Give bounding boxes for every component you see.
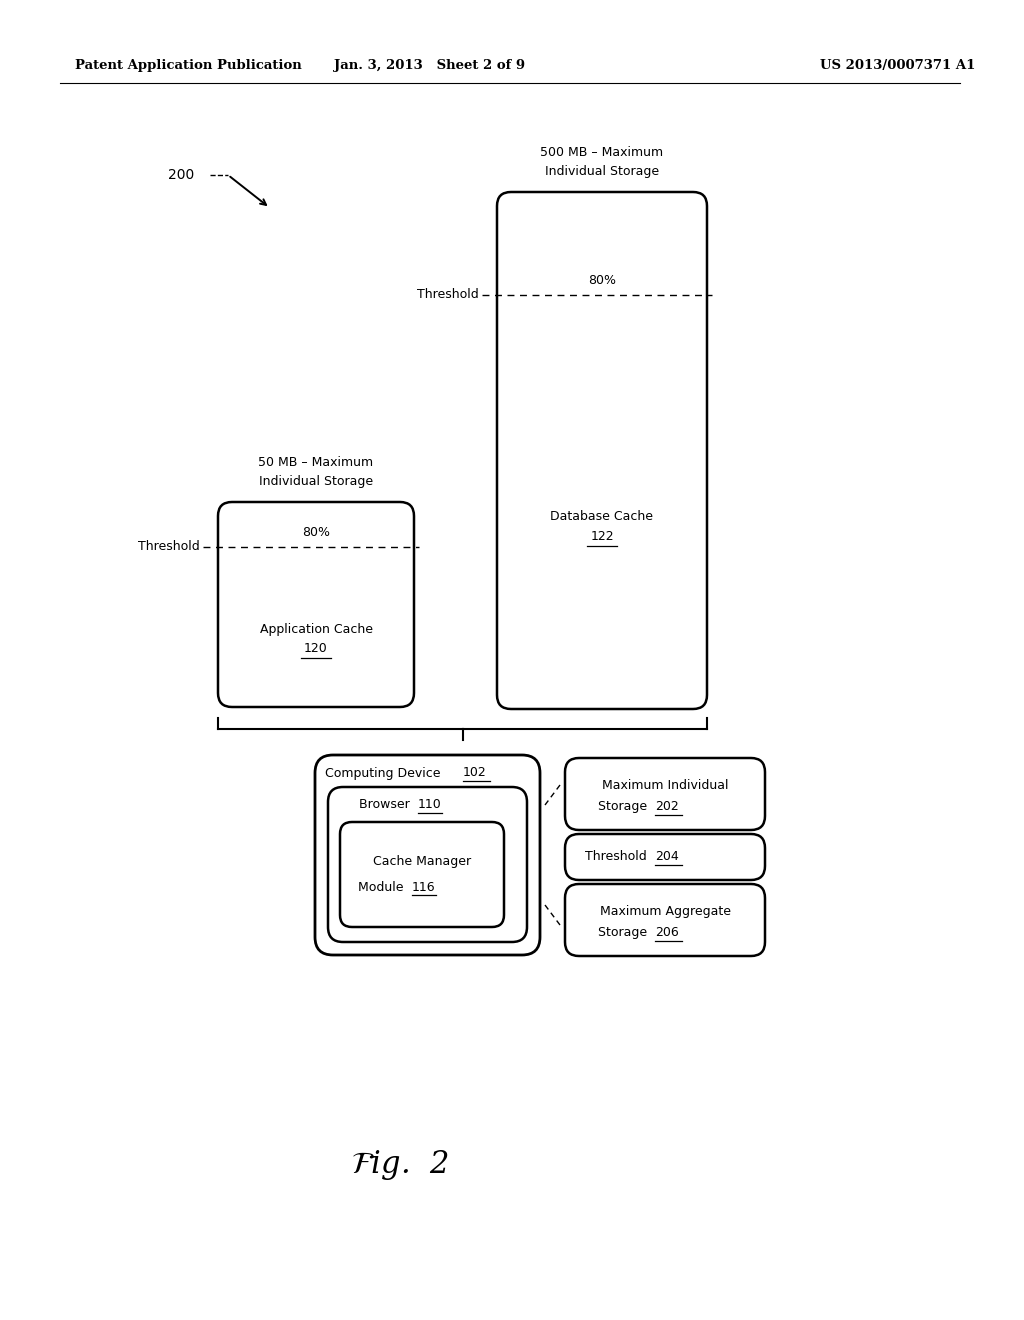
Text: 116: 116 [412,880,435,894]
FancyBboxPatch shape [565,884,765,956]
Text: Application Cache: Application Cache [259,623,373,635]
Text: Browser: Browser [358,799,414,812]
Text: Threshold: Threshold [417,289,479,301]
Text: 202: 202 [655,800,679,813]
Text: Individual Storage: Individual Storage [259,475,373,488]
Text: 80%: 80% [588,275,616,288]
Text: 110: 110 [418,799,441,812]
Text: Individual Storage: Individual Storage [545,165,659,178]
FancyBboxPatch shape [565,834,765,880]
FancyBboxPatch shape [340,822,504,927]
Text: US 2013/0007371 A1: US 2013/0007371 A1 [820,58,976,71]
FancyBboxPatch shape [315,755,540,954]
Text: 122: 122 [590,531,613,544]
Text: Computing Device: Computing Device [325,767,444,780]
Text: Cache Manager: Cache Manager [373,855,471,869]
FancyBboxPatch shape [218,502,414,708]
Text: 206: 206 [655,927,679,940]
Text: Maximum Individual: Maximum Individual [602,779,728,792]
Text: 50 MB – Maximum: 50 MB – Maximum [258,455,374,469]
Text: 200: 200 [168,168,195,182]
Text: 204: 204 [655,850,679,863]
Text: $\mathcal{F}$ig.  2: $\mathcal{F}$ig. 2 [351,1148,449,1181]
Text: 80%: 80% [302,527,330,540]
Text: Storage: Storage [598,927,651,940]
Text: 102: 102 [463,767,486,780]
Text: Jan. 3, 2013   Sheet 2 of 9: Jan. 3, 2013 Sheet 2 of 9 [335,58,525,71]
FancyBboxPatch shape [565,758,765,830]
Text: 120: 120 [304,643,328,656]
FancyBboxPatch shape [328,787,527,942]
FancyBboxPatch shape [497,191,707,709]
Text: Database Cache: Database Cache [551,511,653,524]
Text: Module: Module [358,880,408,894]
Text: 500 MB – Maximum: 500 MB – Maximum [541,145,664,158]
Text: Threshold: Threshold [138,540,200,553]
Text: Maximum Aggregate: Maximum Aggregate [599,906,730,917]
Text: Patent Application Publication: Patent Application Publication [75,58,302,71]
Text: Threshold: Threshold [586,850,651,863]
Text: Storage: Storage [598,800,651,813]
